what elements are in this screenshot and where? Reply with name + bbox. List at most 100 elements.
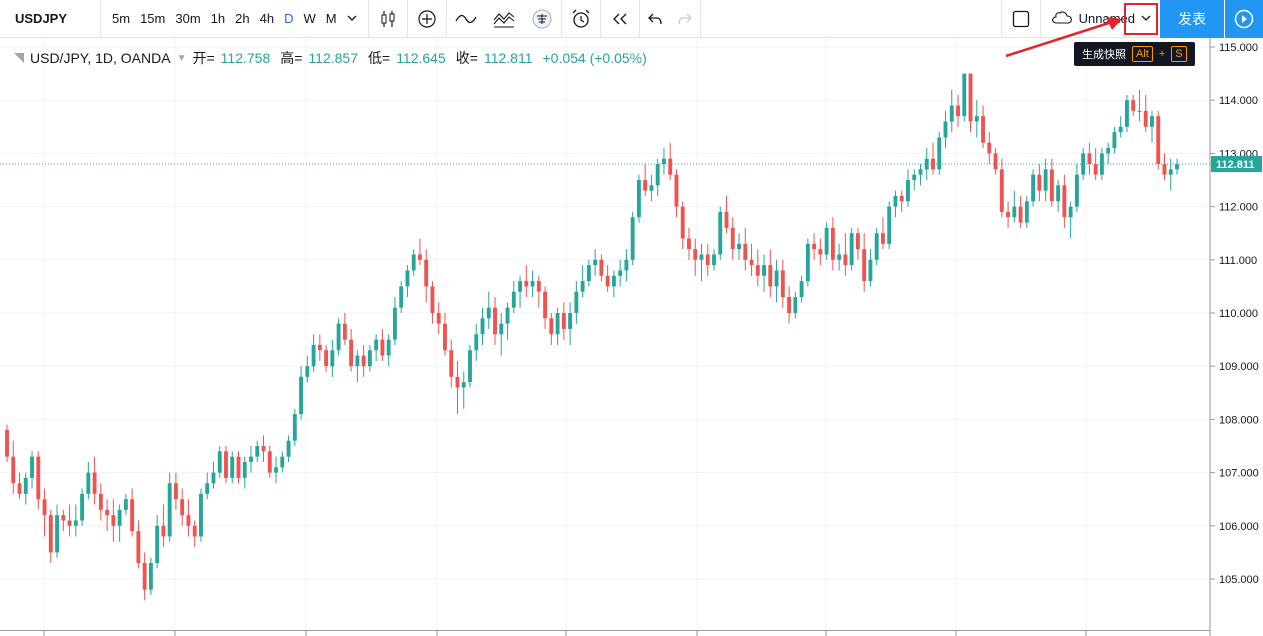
candle	[311, 334, 316, 372]
redo-icon[interactable]	[670, 0, 700, 38]
candle-body	[474, 334, 479, 351]
candle-body	[98, 493, 103, 510]
candle-body	[36, 456, 41, 500]
candle	[774, 259, 779, 303]
candle-body	[486, 307, 491, 319]
candle	[962, 73, 967, 122]
candle-body	[755, 265, 760, 276]
candle	[443, 313, 447, 356]
candle-body	[267, 451, 272, 473]
candle	[67, 504, 72, 537]
interval-w[interactable]: W	[303, 11, 316, 26]
candle-body	[668, 158, 673, 175]
price-tick-label: 105.000	[1219, 574, 1259, 586]
candle	[974, 100, 979, 138]
interval-30m[interactable]: 30m	[175, 11, 201, 26]
candle	[555, 307, 560, 345]
candle-body	[17, 483, 22, 494]
interval-1h[interactable]: 1h	[210, 11, 226, 26]
symbol-search-button[interactable]: USDJPY	[0, 0, 101, 38]
candle	[486, 291, 491, 329]
candle	[123, 493, 128, 516]
candle	[242, 456, 247, 489]
interval-5m[interactable]: 5m	[112, 11, 131, 26]
candle-body	[956, 105, 960, 117]
candle	[981, 105, 985, 149]
play-button[interactable]	[1224, 0, 1263, 38]
candle-body	[1125, 100, 1129, 127]
templates-icon[interactable]	[485, 0, 523, 38]
candle-body	[505, 307, 510, 324]
candle	[330, 339, 335, 377]
interval-4h[interactable]: 4h	[259, 11, 275, 26]
interval-m[interactable]: M	[325, 11, 337, 26]
candle	[92, 456, 97, 505]
candle	[931, 142, 935, 175]
legend-title[interactable]: USD/JPY, 1D, OANDA	[30, 50, 171, 66]
alarm-clock-icon[interactable]	[562, 0, 600, 38]
candle-body	[1049, 169, 1054, 202]
interval-d[interactable]: D	[284, 11, 294, 26]
candle	[80, 488, 85, 526]
candle	[1043, 158, 1048, 202]
candle-body	[624, 259, 629, 271]
square-layout-icon[interactable]	[1002, 0, 1040, 38]
candles-icon[interactable]	[369, 0, 407, 38]
replay-icon[interactable]	[601, 0, 639, 38]
candle-body	[868, 259, 873, 282]
candle-body	[718, 211, 723, 255]
candle	[518, 275, 522, 308]
candle	[1056, 180, 1061, 212]
candle-body	[1056, 185, 1061, 202]
candle-body	[543, 291, 548, 319]
candle	[42, 488, 47, 537]
caret-down-icon[interactable]: ▼	[176, 52, 187, 64]
candle-body	[80, 493, 85, 521]
candle	[824, 222, 829, 260]
candle	[743, 227, 748, 271]
undo-icon[interactable]	[640, 0, 670, 38]
candle-body	[374, 339, 379, 351]
candle	[912, 169, 917, 191]
candle	[461, 371, 466, 409]
candle-body	[111, 515, 116, 526]
candle	[61, 509, 66, 532]
candle	[1024, 195, 1029, 228]
candle	[918, 164, 923, 186]
candle	[424, 249, 429, 303]
candle-body	[812, 243, 817, 250]
chevron-down-icon[interactable]	[342, 11, 362, 26]
candle	[999, 158, 1004, 218]
plus-circle-icon[interactable]	[408, 0, 446, 38]
candle-body	[1018, 206, 1023, 223]
candle	[755, 249, 760, 287]
candle	[662, 148, 666, 175]
candle	[399, 281, 404, 313]
interval-15m[interactable]: 15m	[140, 11, 166, 26]
candle	[142, 552, 147, 601]
candle	[780, 259, 785, 308]
candle	[192, 520, 197, 548]
candle-body	[1150, 116, 1154, 127]
candle-body	[931, 158, 935, 170]
price-chart[interactable]: 115.000114.000113.000112.000111.000110.0…	[0, 38, 1263, 636]
candle-body	[837, 254, 842, 260]
candle-body	[380, 339, 385, 356]
indicators-icon[interactable]	[447, 0, 485, 38]
interval-2h[interactable]: 2h	[235, 11, 250, 26]
candle-body	[261, 446, 266, 452]
candle-body	[286, 440, 291, 457]
financials-icon[interactable]	[523, 0, 561, 38]
candle	[586, 259, 591, 287]
candle-body	[874, 233, 879, 260]
candle-body	[1168, 169, 1173, 175]
candle	[130, 488, 135, 537]
publish-button[interactable]: 发表	[1160, 0, 1224, 38]
last-price-badge	[1211, 156, 1262, 173]
toolbar-spacer	[701, 0, 1002, 38]
candle-body	[1024, 201, 1029, 223]
candle-body	[1137, 110, 1142, 112]
low-label: 低=	[368, 50, 391, 66]
candle	[255, 440, 260, 462]
candle	[136, 520, 141, 569]
